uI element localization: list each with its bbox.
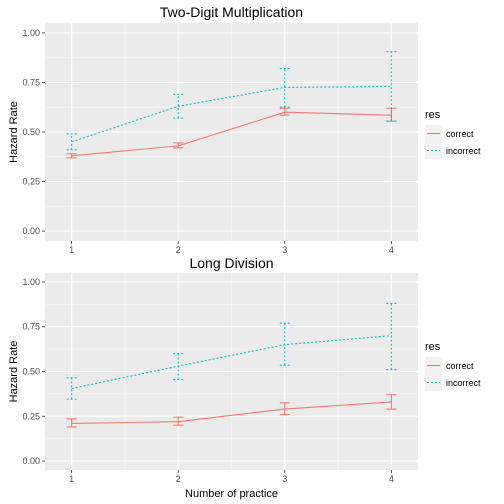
series-line-correct [71,111,392,157]
legend-key [425,374,442,391]
error-bar [386,51,397,122]
x-tick-label: 3 [282,245,287,255]
y-tick-label: 0.25 [22,411,40,421]
y-tick-label: 0.50 [22,367,40,377]
legend-key [425,142,442,159]
y-tick-label: 1.00 [22,28,40,38]
series-correct [66,107,397,159]
error-bar [66,153,77,159]
legend: res correct incorrect [425,341,481,391]
x-tick-label: 2 [176,245,181,255]
error-bar [66,133,77,151]
error-bar [66,377,77,400]
series-incorrect [66,302,397,400]
legend-title: res [425,109,441,121]
x-tick-label: 4 [389,245,394,255]
y-tick-label: 0.75 [22,77,40,87]
legend-label: correct [446,129,474,139]
y-axis-title: Hazard Rate [8,101,20,163]
y-tick-label: 0.50 [22,127,40,137]
legend-label: correct [446,361,474,371]
error-bar [386,302,397,371]
legend-title: res [425,341,441,353]
y-tick-label: 0.75 [22,322,40,332]
series-line-correct [71,401,392,424]
series-line-incorrect [71,85,392,143]
y-axis-title: Hazard Rate [8,341,20,403]
x-tick-label: 3 [282,474,287,484]
y-tick-label: 1.00 [22,277,40,287]
x-tick-label: 4 [389,474,394,484]
chart-title: Long Division [189,255,273,271]
y-tick-label: 0.00 [22,456,40,466]
legend-label: incorrect [446,146,481,156]
legend-label: incorrect [446,378,481,388]
x-tick-label: 2 [176,474,181,484]
x-tick-label: 1 [69,245,74,255]
legend: res correct incorrect [425,109,481,159]
series-incorrect [66,51,397,151]
y-tick-label: 0.25 [22,177,40,187]
panel-1: 0.00 0.25 0.50 0.75 1.00 1 2 3 4 Two-Digit Multip… [8,4,481,255]
error-bar [279,68,290,108]
chart-title: Two-Digit Multiplication [160,4,303,20]
error-bar [173,93,184,119]
x-tick-label: 1 [69,474,74,484]
series-correct [66,394,397,428]
x-axis-title: Number of practice [185,488,278,500]
panel-2: 0.00 0.25 0.50 0.75 1.00 1 2 3 4 Long Division Haz… [8,255,481,500]
y-tick-label: 0.00 [22,226,40,236]
